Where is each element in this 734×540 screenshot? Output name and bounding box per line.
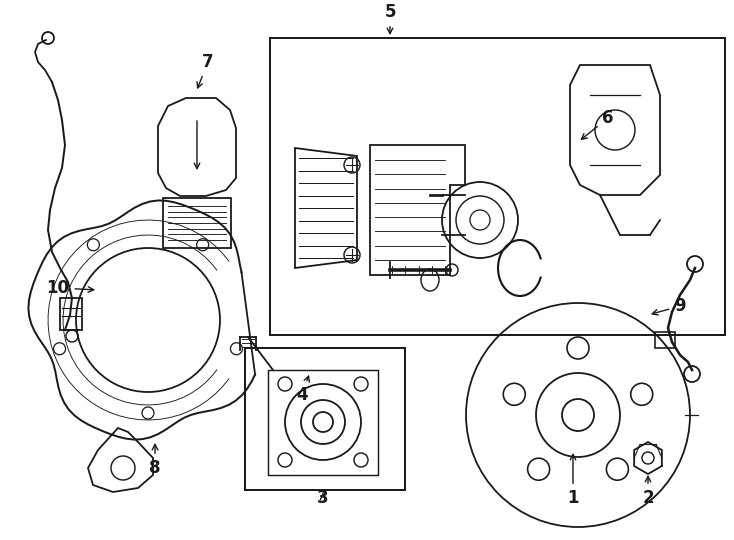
Text: 3: 3	[317, 489, 329, 507]
Text: 7: 7	[197, 53, 214, 88]
Text: 8: 8	[149, 444, 161, 477]
Bar	[245, 348, 405, 490]
Text: 9: 9	[653, 297, 686, 315]
Bar	[268, 370, 378, 475]
Text: 10: 10	[46, 279, 94, 297]
Bar	[60, 298, 82, 330]
Text: 6: 6	[581, 109, 614, 139]
Text: 1: 1	[567, 454, 578, 507]
Bar	[655, 332, 675, 348]
Text: 4: 4	[297, 376, 309, 404]
Bar	[270, 38, 725, 335]
Text: 5: 5	[385, 3, 396, 33]
Text: 2: 2	[642, 476, 654, 507]
